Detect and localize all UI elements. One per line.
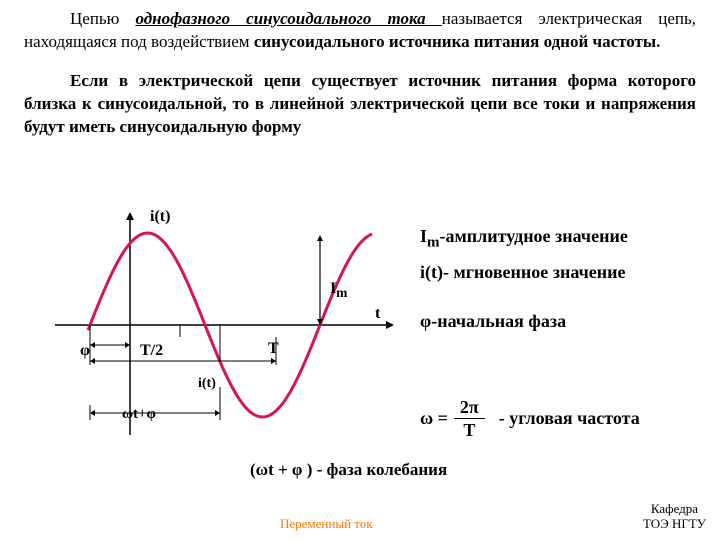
footer-right: Кафедра ТОЭ НГТУ bbox=[643, 502, 706, 532]
sine-chart bbox=[20, 210, 420, 460]
p1-term: однофазного синусоидального тока bbox=[135, 9, 441, 28]
footer-right-2: ТОЭ НГТУ bbox=[643, 517, 706, 532]
phase-line: (ωt + φ ) - фаза колебания bbox=[250, 460, 447, 480]
label-im-sub: m bbox=[336, 285, 347, 300]
def-im-text: -амплитудное значение bbox=[440, 226, 628, 246]
paragraph-2: Если в электрической цепи существует ист… bbox=[0, 62, 720, 139]
omega-rhs: - угловая частота bbox=[499, 408, 640, 429]
def-im-i: I bbox=[420, 226, 427, 246]
label-t2: T/2 bbox=[140, 342, 163, 360]
definitions: Im-амплитудное значение i(t)- мгновенное… bbox=[420, 226, 710, 343]
def-phi: φ-начальная фаза bbox=[420, 311, 710, 333]
omega-bot: T bbox=[463, 419, 475, 439]
omega-top: 2π bbox=[454, 398, 485, 419]
label-t: t bbox=[375, 305, 380, 323]
omega-equation: ω = 2π T - угловая частота bbox=[420, 398, 640, 439]
label-phi: φ bbox=[80, 342, 90, 360]
footer-left: Переменный ток bbox=[280, 516, 373, 532]
p1-term2: синусоидального источника питания одной … bbox=[254, 32, 661, 51]
label-t-big: T bbox=[268, 340, 279, 358]
omega-fraction: 2π T bbox=[454, 398, 485, 439]
def-it: i(t)- мгновенное значение bbox=[420, 262, 710, 284]
omega-lhs: ω = bbox=[420, 408, 448, 429]
label-im: Im bbox=[330, 280, 347, 301]
p1-pre: Цепью bbox=[70, 9, 135, 28]
def-im: Im-амплитудное значение bbox=[420, 226, 710, 252]
label-it-small: i(t) bbox=[198, 376, 216, 392]
label-it-top: i(t) bbox=[150, 208, 170, 226]
paragraph-1: Цепью однофазного синусоидального тока н… bbox=[0, 0, 720, 54]
label-wtphi: ωt+φ bbox=[122, 406, 156, 423]
footer-right-1: Кафедра bbox=[643, 502, 706, 517]
def-im-sub: m bbox=[427, 235, 440, 251]
